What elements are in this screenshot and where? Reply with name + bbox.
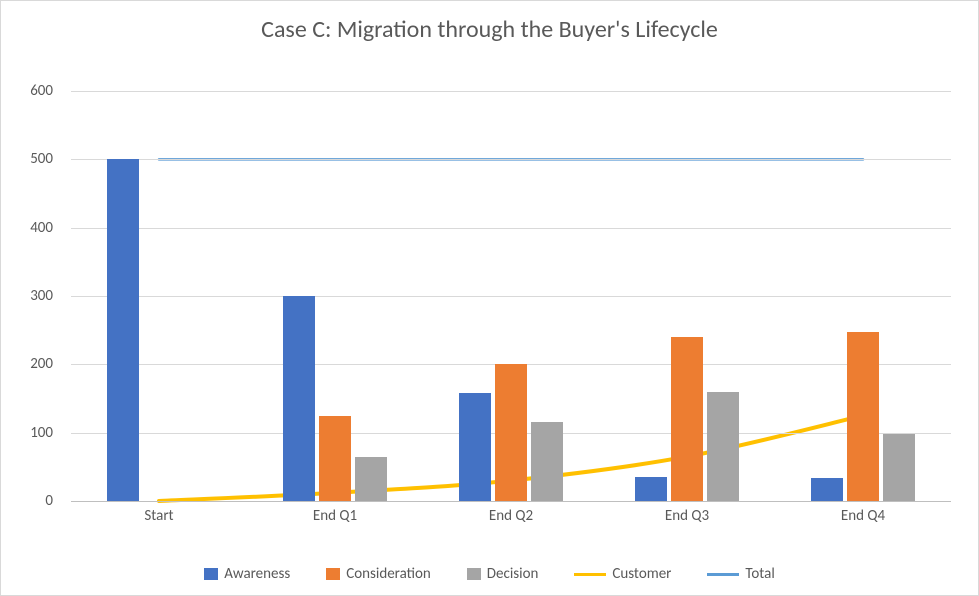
chart-container: Case C: Migration through the Buyer's Li… xyxy=(0,0,979,596)
y-tick-label: 500 xyxy=(30,150,53,168)
y-tick-label: 600 xyxy=(30,82,53,100)
bar-awareness xyxy=(283,296,315,501)
x-tick-label: End Q3 xyxy=(665,507,709,525)
y-tick-label: 100 xyxy=(30,424,53,442)
legend-swatch xyxy=(204,568,218,580)
legend-label: Consideration xyxy=(346,565,431,583)
plot-area xyxy=(71,91,951,501)
legend: Awareness Consideration Decision Customer To… xyxy=(1,565,978,583)
legend-item-decision: Decision xyxy=(467,565,539,583)
bar-awareness xyxy=(107,159,139,501)
bar-consideration xyxy=(319,416,351,501)
gridline xyxy=(71,501,951,502)
y-tick-label: 400 xyxy=(30,219,53,237)
legend-label: Decision xyxy=(487,565,539,583)
bar-decision xyxy=(707,392,739,501)
x-tick-label: Start xyxy=(144,507,173,525)
x-tick-label: End Q4 xyxy=(841,507,885,525)
bar-consideration xyxy=(495,364,527,501)
legend-swatch xyxy=(326,568,340,580)
bar-consideration xyxy=(671,337,703,501)
legend-item-consideration: Consideration xyxy=(326,565,431,583)
gridline xyxy=(71,159,951,160)
bar-decision xyxy=(883,434,915,501)
legend-item-customer: Customer xyxy=(574,565,671,583)
gridline xyxy=(71,228,951,229)
bar-awareness xyxy=(459,393,491,501)
legend-swatch xyxy=(467,568,481,580)
bar-consideration xyxy=(847,332,879,501)
bar-decision xyxy=(355,457,387,501)
y-axis: 0100200300400500600 xyxy=(1,91,61,501)
legend-label: Awareness xyxy=(224,565,290,583)
legend-item-awareness: Awareness xyxy=(204,565,290,583)
x-axis-labels: Start End Q1 End Q2 End Q3 End Q4 xyxy=(71,507,951,531)
bar-decision xyxy=(531,422,563,501)
gridline xyxy=(71,91,951,92)
legend-item-total: Total xyxy=(707,565,774,583)
bar-awareness xyxy=(811,478,843,501)
y-tick-label: 200 xyxy=(30,355,53,373)
y-tick-label: 300 xyxy=(30,287,53,305)
legend-swatch xyxy=(707,573,739,576)
x-tick-label: End Q1 xyxy=(313,507,357,525)
bar-awareness xyxy=(635,477,667,501)
gridline xyxy=(71,296,951,297)
chart-title: Case C: Migration through the Buyer's Li… xyxy=(1,1,978,44)
x-tick-label: End Q2 xyxy=(489,507,533,525)
legend-label: Total xyxy=(745,565,774,583)
legend-swatch xyxy=(574,573,606,576)
y-tick-label: 0 xyxy=(45,492,53,510)
legend-label: Customer xyxy=(612,565,671,583)
